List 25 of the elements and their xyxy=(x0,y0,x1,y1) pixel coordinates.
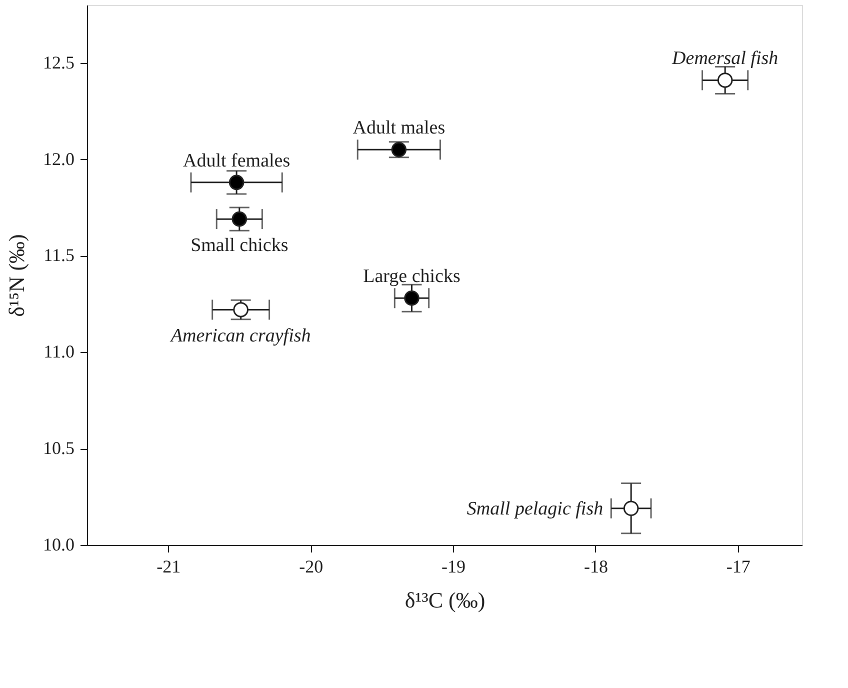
x-tick-label: -18 xyxy=(584,556,608,576)
data-label: Small chicks xyxy=(190,235,288,256)
x-axis-title: δ¹³C (‰) xyxy=(404,588,486,612)
data-label: American crayfish xyxy=(168,326,311,347)
x-tick-label: -17 xyxy=(726,556,750,576)
y-tick-label: 11.5 xyxy=(44,245,74,266)
point xyxy=(232,211,248,227)
data-label: Small pelagic fish xyxy=(466,498,604,520)
x-tick-label: -21 xyxy=(156,556,181,576)
y-tick-label: 10.0 xyxy=(43,534,74,554)
y-tick-label: 12.5 xyxy=(43,52,74,72)
point xyxy=(717,72,733,88)
point xyxy=(404,290,420,306)
point xyxy=(228,174,244,190)
y-tick-label: 10.5 xyxy=(43,438,74,458)
x-tick-label: -20 xyxy=(299,556,324,576)
y-tick-label: 12.0 xyxy=(43,148,74,169)
point xyxy=(623,500,639,516)
data-label: Demersal fish xyxy=(671,48,778,70)
y-axis-title: δ¹⁵N (‰) xyxy=(4,234,29,317)
data-label: Adult males xyxy=(352,118,446,139)
x-tick-label: -19 xyxy=(442,556,466,576)
data-label: Large chicks xyxy=(363,266,460,288)
data-label: Adult females xyxy=(182,150,290,172)
y-tick-label: 11.0 xyxy=(44,342,74,362)
